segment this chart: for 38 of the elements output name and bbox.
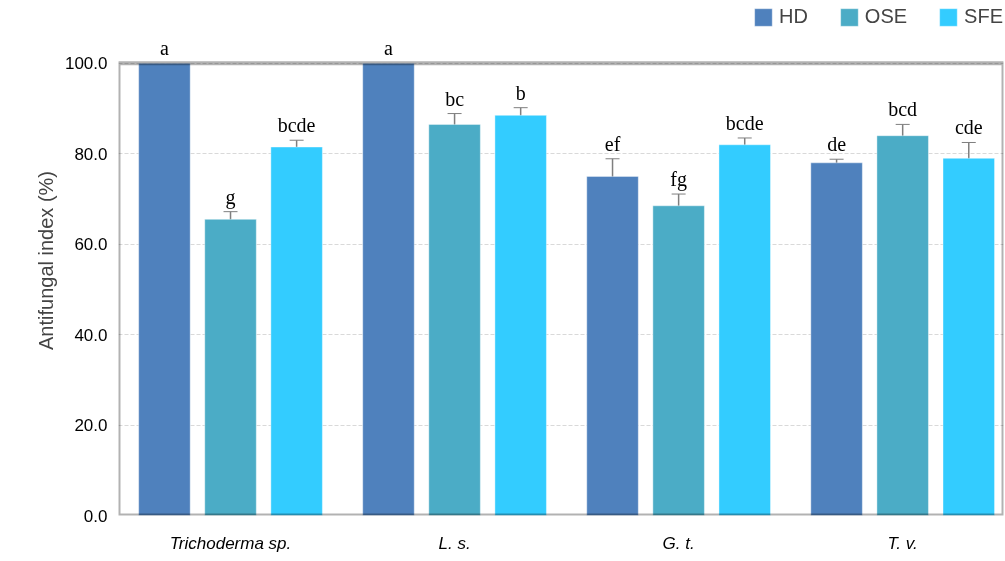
x-tick-label: Trichoderma sp. (169, 533, 292, 553)
data-label: fg (670, 168, 687, 192)
y-tick-label: 0.0 (83, 506, 108, 526)
bar (942, 157, 996, 516)
data-label: g (225, 185, 236, 209)
data-label: bc (445, 87, 465, 110)
y-tick-label: 60.0 (74, 235, 108, 255)
x-tick-label: L. s. (438, 533, 471, 553)
data-label: bcde (277, 114, 316, 137)
data-label: bcd (888, 98, 918, 121)
data-label: bcde (725, 111, 764, 134)
bar (362, 62, 415, 516)
bar (810, 162, 863, 516)
data-label: b (515, 81, 526, 104)
bar (204, 218, 257, 516)
bar (270, 146, 323, 516)
bar (652, 205, 705, 516)
bar (428, 123, 481, 516)
bar (876, 135, 929, 516)
y-tick-label: 20.0 (74, 416, 108, 436)
data-label: ef (604, 132, 621, 155)
legend-label: SFE (964, 5, 1003, 28)
x-tick-label: G. t. (662, 533, 695, 553)
bar (138, 62, 191, 516)
y-axis-title: Antifungal index (%) (34, 171, 57, 350)
x-tick-label: T. v. (887, 533, 918, 553)
data-label: de (827, 133, 847, 156)
legend-label: HD (778, 5, 808, 28)
y-tick-label: 100.0 (64, 54, 108, 74)
y-tick-label: 40.0 (74, 325, 108, 345)
data-label: a (159, 37, 169, 60)
legend-label: OSE (864, 5, 908, 28)
bar (494, 114, 547, 516)
data-label: a (384, 37, 394, 60)
bar (718, 144, 771, 516)
y-tick-label: 80.0 (74, 144, 108, 164)
bar (586, 175, 639, 516)
data-label: cde (954, 116, 983, 139)
